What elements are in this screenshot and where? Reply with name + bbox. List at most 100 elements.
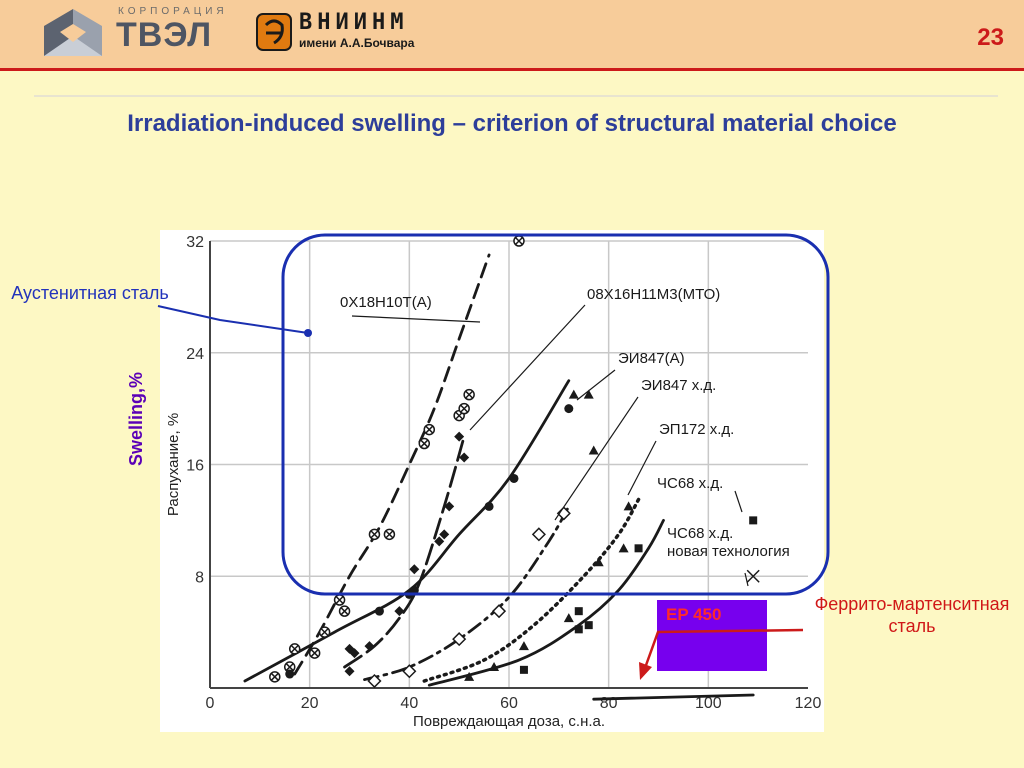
data-point (484, 501, 494, 511)
tvel-logo-icon (44, 9, 102, 56)
vniinm-name: ВНИИНМ (299, 10, 409, 35)
series-label-1: 0Х18Н10Т(А) (340, 294, 432, 311)
data-point (349, 648, 360, 659)
data-point (374, 606, 384, 616)
y-tick-label: 8 (195, 569, 204, 586)
data-point-cross (270, 672, 279, 681)
data-point-cross (465, 390, 474, 399)
data-point-cross (425, 425, 434, 434)
data-point (531, 527, 546, 542)
series-curve-3 (243, 379, 571, 683)
data-point (463, 388, 475, 401)
data-point (564, 404, 574, 414)
x-tick-label: 0 (206, 695, 215, 712)
data-point-cross (370, 530, 379, 539)
data-point (344, 666, 355, 677)
series-leader-3 (576, 369, 616, 401)
data-point (418, 437, 431, 450)
data-point (458, 402, 470, 415)
series-curve-6 (427, 518, 665, 687)
data-point-cross (290, 644, 299, 653)
series-leader-5 (627, 440, 657, 496)
series-leader-6 (734, 490, 743, 513)
data-point (574, 607, 583, 616)
series-leader-7 (744, 572, 749, 587)
x-axis-label: Повреждающая доза, с.н.а. (413, 713, 605, 730)
x-tick-label: 40 (400, 695, 418, 712)
page-number: 23 (977, 24, 1004, 51)
x-tick-label: 120 (795, 695, 822, 712)
data-point (491, 604, 507, 619)
series-label-3: ЭИ847(А) (618, 350, 685, 367)
y-tick-label: 32 (186, 234, 204, 251)
data-point (444, 501, 455, 512)
data-point (439, 529, 450, 540)
series-label-7: ЧС68 х.д. новая технология (667, 525, 790, 560)
data-point-cross (385, 530, 394, 539)
data-point-cross (340, 607, 349, 616)
data-point (269, 671, 281, 683)
ferritic-arrowhead (639, 662, 652, 680)
series-leader-4 (554, 396, 639, 521)
data-point-cross (335, 595, 344, 605)
data-point (749, 516, 758, 525)
x-tick-label: 100 (695, 695, 722, 712)
series-label-4: ЭИ847 х.д. (641, 377, 716, 394)
data-point-cross (320, 628, 329, 637)
data-point (452, 632, 467, 647)
data-point (333, 594, 346, 606)
series-leader-1 (351, 315, 481, 323)
series-label-6: ЧС68 х.д. (657, 475, 723, 492)
data-point (308, 647, 321, 659)
data-point (459, 452, 470, 463)
data-point (574, 625, 583, 634)
tvel-caption: КОРПОРАЦИЯ (118, 6, 228, 17)
ep450-label: EP 450 (666, 605, 721, 624)
header-bar: КОРПОРАЦИЯ ТВЭЛ ВНИИНМ имени А.А.Бочвара… (0, 0, 1024, 71)
data-point (519, 665, 528, 674)
data-point (568, 389, 579, 399)
data-point (288, 643, 301, 655)
data-point (464, 671, 475, 681)
data-point (368, 528, 381, 541)
series-label-2: 08Х16Н11М3(МТО) (587, 286, 720, 303)
data-point-cross (310, 649, 319, 658)
ferritic-pointer (643, 628, 804, 669)
data-point (634, 544, 643, 553)
vniinm-subtitle: имени А.А.Бочвара (299, 36, 415, 50)
austenitic-pointer-dot (304, 329, 312, 337)
data-point (509, 473, 519, 483)
data-point-cross (285, 663, 294, 672)
austenitic-label: Аустенитная сталь (11, 283, 169, 303)
data-point (402, 664, 417, 679)
data-point (434, 536, 445, 547)
vniinm-logo-icon (256, 13, 292, 51)
data-point (364, 641, 375, 652)
data-point-cross (460, 404, 469, 413)
data-point (583, 389, 594, 399)
y-tick-label: 16 (186, 458, 204, 475)
ep450-box (657, 600, 767, 671)
tvel-name: ТВЭЛ (116, 16, 213, 54)
data-point (454, 431, 465, 442)
data-point (563, 613, 574, 623)
data-point (618, 543, 629, 553)
y-axis-label: Распухание, % (165, 413, 182, 516)
x-tick-label: 20 (301, 695, 319, 712)
data-point (584, 621, 593, 630)
data-point (489, 662, 500, 672)
data-point (318, 626, 331, 638)
ferritic-label: Феррито-мартенситная сталь (814, 594, 1010, 636)
austenitic-frame (281, 233, 830, 596)
data-point-cross (514, 236, 523, 246)
data-point (383, 528, 396, 541)
title-divider (34, 95, 998, 97)
data-point (513, 235, 525, 247)
data-point (623, 501, 634, 511)
swelling-axis-label: Swelling,% (126, 371, 146, 466)
data-point (338, 605, 351, 617)
data-point (367, 673, 382, 689)
y-tick-label: 24 (186, 346, 204, 363)
series-curve-7 (592, 693, 755, 701)
